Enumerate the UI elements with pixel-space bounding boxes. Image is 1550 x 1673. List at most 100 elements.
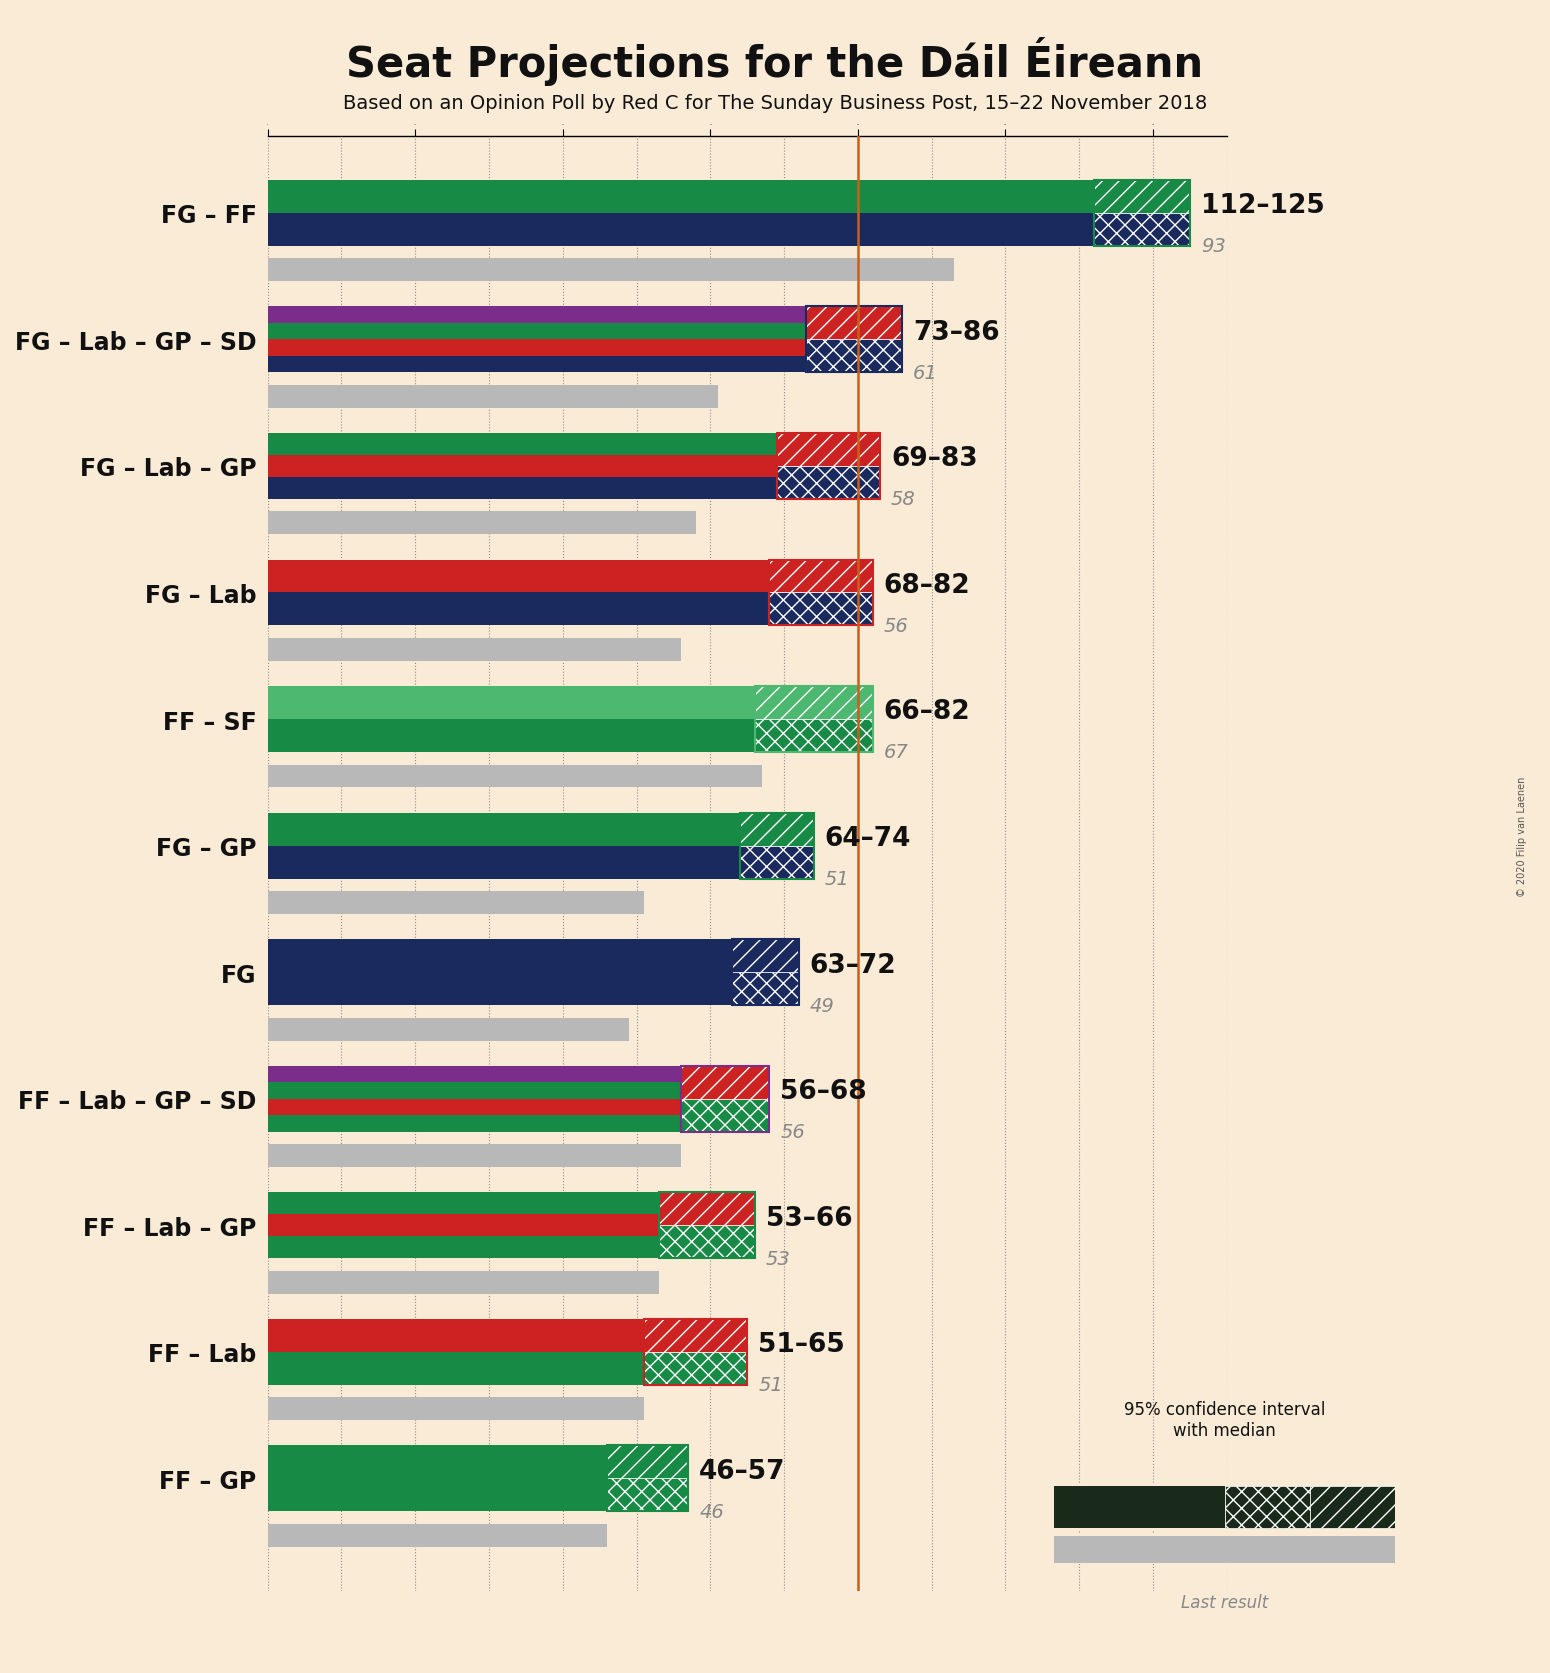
Bar xyxy=(268,512,696,535)
Bar xyxy=(268,433,777,455)
Bar xyxy=(268,1099,680,1116)
Bar xyxy=(806,308,902,373)
Bar xyxy=(268,560,769,594)
Text: Seat Projections for the Dáil Éireann: Seat Projections for the Dáil Éireann xyxy=(347,37,1203,85)
Bar xyxy=(659,1226,755,1258)
Bar xyxy=(268,259,953,283)
Bar xyxy=(268,386,718,408)
Text: 49: 49 xyxy=(809,995,834,1016)
Bar xyxy=(608,1479,688,1511)
Bar xyxy=(733,940,798,972)
Bar xyxy=(268,1397,643,1420)
Bar xyxy=(733,940,798,1005)
Bar xyxy=(268,1271,659,1293)
Bar xyxy=(268,477,777,500)
Text: 56: 56 xyxy=(780,1123,804,1141)
Bar xyxy=(268,214,1094,246)
Bar xyxy=(268,181,1094,214)
Text: 53: 53 xyxy=(766,1250,791,1268)
Bar xyxy=(769,560,873,594)
Bar xyxy=(659,1193,755,1258)
Text: 51: 51 xyxy=(758,1375,783,1394)
Bar xyxy=(739,847,814,878)
Bar xyxy=(733,972,798,1005)
Bar xyxy=(739,813,814,847)
Text: 51–65: 51–65 xyxy=(758,1332,845,1357)
Bar xyxy=(608,1445,688,1511)
Bar xyxy=(1310,1486,1395,1529)
Bar xyxy=(268,1116,680,1133)
Text: 93: 93 xyxy=(1201,238,1226,256)
Bar xyxy=(755,686,873,719)
Bar xyxy=(268,1144,680,1168)
Bar xyxy=(268,847,739,878)
Bar xyxy=(268,325,806,340)
Bar xyxy=(739,813,814,878)
Bar xyxy=(755,686,873,753)
Bar xyxy=(643,1318,747,1352)
Text: 46–57: 46–57 xyxy=(699,1457,786,1484)
Text: 56–68: 56–68 xyxy=(780,1079,866,1104)
Bar xyxy=(268,892,643,915)
Text: 68–82: 68–82 xyxy=(883,572,970,599)
Text: 95% confidence interval
with median: 95% confidence interval with median xyxy=(1124,1400,1325,1439)
Bar xyxy=(268,1524,608,1548)
Text: 53–66: 53–66 xyxy=(766,1205,853,1231)
Text: 63–72: 63–72 xyxy=(809,952,896,979)
Bar xyxy=(643,1318,747,1385)
Bar xyxy=(268,719,755,753)
Bar xyxy=(806,308,902,340)
Bar xyxy=(777,467,880,500)
Bar xyxy=(1054,1486,1224,1529)
Bar xyxy=(268,594,769,626)
Text: 67: 67 xyxy=(883,743,908,761)
Bar xyxy=(268,455,777,477)
Bar xyxy=(1094,181,1190,246)
Text: 61: 61 xyxy=(913,363,938,383)
Bar xyxy=(777,433,880,500)
Bar xyxy=(268,686,755,719)
Text: 46: 46 xyxy=(699,1502,724,1521)
Bar xyxy=(268,1082,680,1099)
Text: 56: 56 xyxy=(883,617,908,636)
Bar xyxy=(268,1193,659,1215)
Bar xyxy=(268,1445,608,1511)
Text: 66–82: 66–82 xyxy=(883,699,970,724)
Bar xyxy=(268,1215,659,1236)
Text: 64–74: 64–74 xyxy=(825,825,911,852)
Bar xyxy=(268,340,806,356)
Text: 58: 58 xyxy=(891,490,916,509)
Bar xyxy=(268,765,763,788)
Bar xyxy=(268,639,680,661)
Bar xyxy=(680,1066,769,1133)
Bar xyxy=(755,719,873,753)
Bar xyxy=(608,1445,688,1479)
Text: 51: 51 xyxy=(825,870,849,888)
Bar xyxy=(268,1066,680,1082)
Bar xyxy=(268,1352,643,1385)
Bar xyxy=(777,433,880,467)
Bar xyxy=(806,340,902,373)
Bar xyxy=(268,308,806,325)
Bar xyxy=(1054,1536,1395,1563)
Bar xyxy=(769,594,873,626)
Bar xyxy=(1224,1486,1310,1529)
Text: 73–86: 73–86 xyxy=(913,320,1000,346)
Text: 69–83: 69–83 xyxy=(891,447,978,472)
Bar xyxy=(1094,214,1190,246)
Bar xyxy=(268,940,733,1005)
Text: Last result: Last result xyxy=(1181,1593,1268,1611)
Bar xyxy=(680,1099,769,1133)
Bar xyxy=(1094,181,1190,214)
Bar xyxy=(643,1352,747,1385)
Text: Based on an Opinion Poll by Red C for The Sunday Business Post, 15–22 November 2: Based on an Opinion Poll by Red C for Th… xyxy=(343,94,1207,112)
Bar xyxy=(268,1318,643,1352)
Bar xyxy=(268,1236,659,1258)
Bar xyxy=(769,560,873,626)
Bar xyxy=(680,1066,769,1099)
Bar xyxy=(268,1019,629,1041)
Bar xyxy=(268,813,739,847)
Text: 112–125: 112–125 xyxy=(1201,192,1325,219)
Text: © 2020 Filip van Laenen: © 2020 Filip van Laenen xyxy=(1517,776,1527,897)
Bar xyxy=(268,356,806,373)
